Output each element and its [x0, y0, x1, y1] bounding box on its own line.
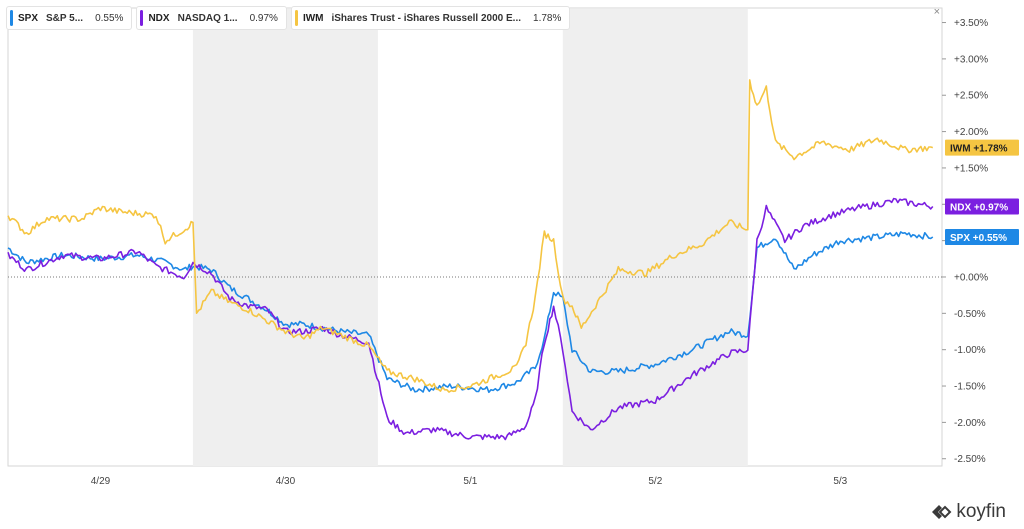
last-value-label-iwm: IWM +1.78%: [950, 144, 1008, 155]
x-tick-label: 4/29: [91, 476, 111, 487]
y-tick-label: -1.50%: [954, 382, 986, 393]
shaded-day: [562, 9, 748, 466]
x-tick-label: 5/3: [833, 476, 847, 487]
x-tick-label: 4/30: [276, 476, 296, 487]
y-tick-label: +1.50%: [954, 163, 988, 174]
series-line-ndx: [7, 197, 934, 441]
legend-ticker: NDX: [148, 12, 170, 24]
y-tick-label: -2.00%: [954, 418, 986, 429]
legend: SPX S&P 5... 0.55% NDX NASDAQ 1... 0.97%…: [6, 6, 571, 30]
last-value-tag-ndx: [945, 198, 1019, 215]
legend-ticker: SPX: [18, 12, 39, 24]
last-value-label-spx: SPX +0.55%: [950, 233, 1007, 244]
brand-logo: koyfin: [930, 501, 1006, 523]
legend-value: 1.78%: [533, 12, 562, 24]
legend-color-spx: [10, 10, 13, 26]
last-value-label-ndx: NDX +0.97%: [950, 202, 1008, 213]
y-tick-label: +0.00%: [954, 272, 988, 283]
y-tick-label: +2.00%: [954, 127, 988, 138]
legend-name: iShares Trust - iShares Russell 2000 E..…: [331, 12, 522, 24]
legend-value: 0.97%: [249, 12, 278, 24]
y-tick-label: -2.50%: [954, 454, 986, 465]
last-value-tag-spx: [945, 229, 1019, 245]
y-tick-label: +3.00%: [954, 54, 988, 65]
series-line-iwm: [7, 79, 934, 393]
shaded-day: [192, 9, 378, 466]
y-tick-label: -1.00%: [954, 345, 986, 356]
brand-name: koyfin: [956, 501, 1006, 522]
legend-item-ndx[interactable]: NDX NASDAQ 1... 0.97%: [136, 6, 287, 30]
last-value-tag-iwm: [945, 139, 1019, 156]
legend-item-spx[interactable]: SPX S&P 5... 0.55%: [6, 6, 133, 30]
legend-color-ndx: [140, 10, 144, 26]
legend-name: NASDAQ 1...: [177, 12, 238, 24]
legend-value: 0.55%: [95, 12, 124, 24]
legend-ticker: IWM: [302, 12, 324, 24]
y-tick-label: -0.50%: [954, 309, 986, 320]
series-line-spx: [7, 231, 934, 394]
plot-area: [7, 7, 943, 467]
legend-item-iwm[interactable]: IWM iShares Trust - iShares Russell 2000…: [290, 6, 571, 30]
legend-name: S&P 5...: [46, 12, 84, 24]
x-tick-label: 5/2: [648, 476, 662, 487]
koyfin-logo-icon: [932, 505, 952, 519]
y-tick-label: +2.50%: [954, 91, 988, 102]
close-icon[interactable]: ×: [933, 6, 940, 18]
legend-color-iwm: [294, 10, 298, 26]
x-tick-label: 5/1: [463, 476, 477, 487]
y-tick-label: +3.50%: [954, 18, 988, 29]
